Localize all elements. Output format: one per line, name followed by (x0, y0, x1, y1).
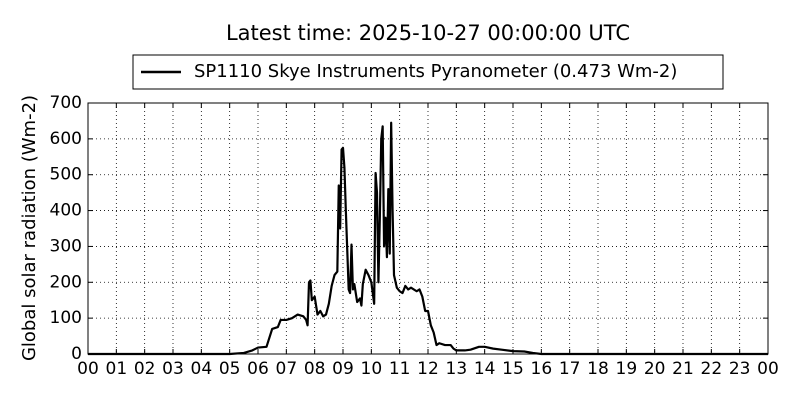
x-tick-label: 00 (77, 359, 99, 379)
x-tick-label: 04 (191, 359, 213, 379)
legend-label: SP1110 Skye Instruments Pyranometer (0.4… (194, 61, 677, 82)
x-tick-label: 00 (757, 359, 779, 379)
x-tick-label: 16 (531, 359, 553, 379)
y-tick-label: 0 (71, 344, 82, 364)
plot-frame (87, 102, 769, 355)
x-tick-label: 03 (162, 359, 184, 379)
x-tick-label: 13 (446, 359, 468, 379)
x-tick-label: 17 (559, 359, 581, 379)
x-tick-label: 06 (247, 359, 269, 379)
x-tick-label: 19 (616, 359, 638, 379)
x-tick-label: 11 (389, 359, 411, 379)
y-tick-label: 300 (50, 236, 82, 256)
y-tick-label: 100 (50, 308, 82, 328)
y-tick-label: 600 (50, 129, 82, 149)
x-tick-label: 18 (587, 359, 609, 379)
x-tick-label: 09 (332, 359, 354, 379)
x-tick-label: 02 (134, 359, 156, 379)
x-tick-label: 23 (729, 359, 751, 379)
x-tick-label: 12 (417, 359, 439, 379)
x-tick-label: 14 (474, 359, 496, 379)
chart-title: Latest time: 2025-10-27 00:00:00 UTC (226, 21, 630, 45)
y-tick-label: 500 (50, 165, 82, 185)
legend-box (132, 54, 724, 90)
y-tick-label: 700 (50, 93, 82, 113)
y-tick-label: 400 (50, 201, 82, 221)
x-tick-label: 15 (502, 359, 524, 379)
x-tick-label: 08 (304, 359, 326, 379)
y-axis-label: Global solar radiation (Wm-2) (19, 95, 40, 361)
x-tick-label: 21 (672, 359, 694, 379)
line-series (88, 121, 768, 356)
x-tick-label: 10 (361, 359, 383, 379)
y-tick-label: 200 (50, 272, 82, 292)
x-tick-label: 20 (644, 359, 666, 379)
x-tick-label: 07 (276, 359, 298, 379)
x-tick-label: 22 (701, 359, 723, 379)
x-tick-label: 01 (106, 359, 128, 379)
x-tick-label: 05 (219, 359, 241, 379)
